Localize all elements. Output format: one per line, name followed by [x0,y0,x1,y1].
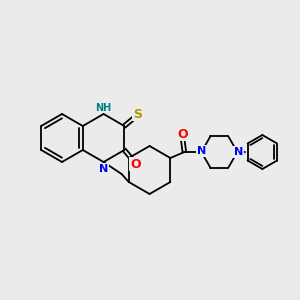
Text: N: N [234,147,243,157]
Text: S: S [133,107,142,121]
Text: O: O [130,158,141,170]
Text: N: N [197,146,206,156]
Text: O: O [177,128,188,140]
Text: N: N [99,164,108,174]
Text: NH: NH [95,103,112,113]
